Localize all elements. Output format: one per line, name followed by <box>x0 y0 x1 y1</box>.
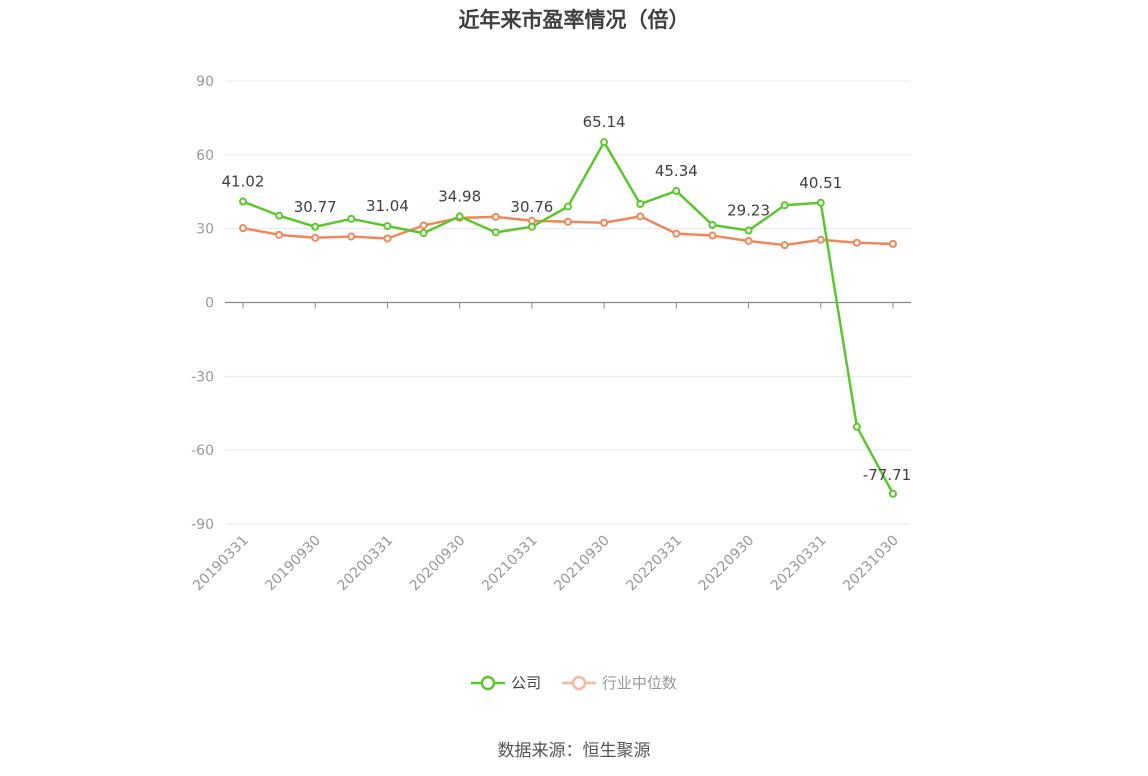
x-tick-label: 20190331 <box>190 533 252 595</box>
data-point-1 <box>744 236 753 245</box>
x-tick-label: 20190930 <box>262 533 324 595</box>
y-tick-label: 60 <box>196 148 214 164</box>
y-tick-label: 30 <box>196 222 214 238</box>
data-point-0 <box>311 222 320 231</box>
legend-label-company: 公司 <box>511 674 542 692</box>
data-label: 31.04 <box>366 197 409 215</box>
data-label: 30.77 <box>294 198 337 216</box>
chart-title: 近年来市盈率情况（倍） <box>458 8 690 32</box>
data-point-0 <box>600 138 609 147</box>
data-point-0 <box>347 214 356 223</box>
x-tick-label: 20231030 <box>840 533 902 595</box>
x-tick-label: 20210331 <box>479 533 541 595</box>
data-point-1 <box>816 235 825 244</box>
data-point-0 <box>708 220 717 229</box>
data-point-0 <box>491 228 500 237</box>
x-tick-label: 20200930 <box>407 533 469 595</box>
data-point-0 <box>744 226 753 235</box>
data-label: 41.02 <box>222 173 265 191</box>
data-point-1 <box>239 224 247 233</box>
data-point-0 <box>889 489 897 498</box>
data-point-1 <box>852 238 861 247</box>
data-point-1 <box>708 231 717 240</box>
data-label: -77.71 <box>863 466 911 484</box>
legend-company-marker-icon <box>471 675 506 690</box>
y-tick-label: -30 <box>191 369 214 385</box>
data-point-0 <box>564 202 572 211</box>
x-tick-label: 20220930 <box>696 533 758 595</box>
data-point-0 <box>455 212 464 221</box>
data-point-1 <box>491 212 500 221</box>
data-point-1 <box>311 233 320 242</box>
data-point-1 <box>636 212 645 221</box>
y-tick-label: 0 <box>205 296 214 312</box>
x-tick-label: 20210930 <box>551 533 613 595</box>
data-label: 30.76 <box>510 198 553 216</box>
data-point-1 <box>889 239 897 248</box>
legend-industry-marker-icon <box>561 675 596 690</box>
data-point-0 <box>780 201 789 210</box>
data-point-0 <box>636 200 645 209</box>
data-point-0 <box>419 229 428 238</box>
data-label: 29.23 <box>727 202 770 220</box>
y-tick-label: -90 <box>191 517 214 533</box>
data-point-0 <box>527 222 536 231</box>
data-point-0 <box>672 186 681 195</box>
data-label: 34.98 <box>438 187 481 205</box>
legend-item-industry-median[interactable]: 行业中位数 <box>561 672 677 693</box>
data-point-0 <box>383 222 392 231</box>
x-tick-label: 20220331 <box>623 533 685 595</box>
data-point-0 <box>275 211 284 220</box>
legend-label-industry-median: 行业中位数 <box>601 674 677 692</box>
data-label: 40.51 <box>799 174 842 192</box>
data-point-1 <box>347 232 356 241</box>
data-label: 45.34 <box>655 162 698 180</box>
data-point-1 <box>672 229 681 238</box>
data-point-1 <box>383 234 392 243</box>
x-tick-label: 20230331 <box>768 533 830 595</box>
data-point-0 <box>239 197 247 206</box>
data-point-1 <box>564 217 572 226</box>
y-tick-label: 90 <box>196 74 214 90</box>
data-point-1 <box>419 221 428 230</box>
data-point-1 <box>600 218 609 227</box>
source-note: 数据来源：恒生聚源 <box>497 741 651 761</box>
legend-item-company[interactable]: 公司 <box>471 672 541 693</box>
y-tick-label: -60 <box>191 443 214 459</box>
series-line-0 <box>242 140 895 495</box>
legend: 公司 行业中位数 <box>0 672 1148 695</box>
data-point-1 <box>780 241 789 250</box>
data-point-1 <box>275 230 284 239</box>
data-label: 65.14 <box>583 113 626 131</box>
data-point-0 <box>852 422 861 431</box>
x-tick-label: 20200331 <box>335 533 397 595</box>
data-point-0 <box>816 198 825 207</box>
